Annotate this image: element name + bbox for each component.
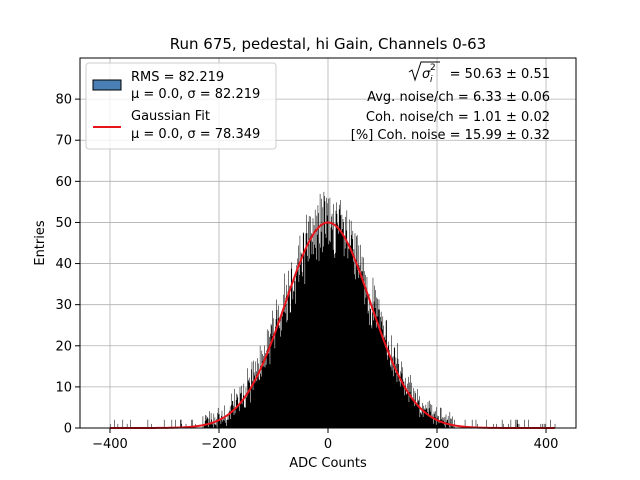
histogram-bars bbox=[109, 191, 556, 428]
y-tick-label: 40 bbox=[55, 257, 72, 272]
y-tick-label: 70 bbox=[55, 134, 72, 149]
y-tick-label: 80 bbox=[55, 93, 72, 108]
sqrt-sigma-symbol: σ 2 i bbox=[408, 61, 440, 85]
x-tick-label: 200 bbox=[425, 437, 450, 452]
y-axis-ticks: 0 10 20 30 40 50 60 70 80 bbox=[55, 93, 80, 437]
y-tick-label: 60 bbox=[55, 175, 72, 190]
x-axis-ticks: −400 −200 0 200 400 bbox=[92, 428, 558, 452]
y-tick-label: 50 bbox=[55, 216, 72, 231]
legend-histogram-label: RMS = 82.219 bbox=[131, 70, 224, 85]
stat-line-3: Coh. noise/ch = 1.01 ± 0.02 bbox=[366, 110, 550, 125]
x-tick-label: −200 bbox=[201, 437, 237, 452]
legend-histogram-swatch bbox=[92, 79, 122, 91]
x-tick-label: 0 bbox=[324, 437, 332, 452]
legend-fit-stats: μ = 0.0, σ = 78.349 bbox=[131, 127, 260, 142]
stats-annotations: σ 2 i = 50.63 ± 0.51 Avg. noise/ch = 6.3… bbox=[351, 61, 550, 143]
x-tick-label: 400 bbox=[534, 437, 559, 452]
x-axis-label: ADC Counts bbox=[289, 456, 367, 471]
svg-text:σ: σ bbox=[422, 67, 431, 82]
x-tick-label: −400 bbox=[92, 437, 128, 452]
histogram-bins bbox=[109, 191, 556, 428]
stat-line-4: [%] Coh. noise = 15.99 ± 0.32 bbox=[351, 128, 550, 143]
svg-text:i: i bbox=[430, 75, 433, 85]
legend-box bbox=[85, 62, 277, 150]
svg-text:2: 2 bbox=[430, 63, 436, 73]
legend-fit-label: Gaussian Fit bbox=[131, 109, 210, 124]
y-tick-label: 30 bbox=[55, 298, 72, 313]
chart-title: Run 675, pedestal, hi Gain, Channels 0-6… bbox=[170, 35, 486, 53]
legend-histogram-stats: μ = 0.0, σ = 82.219 bbox=[131, 87, 260, 102]
y-tick-label: 10 bbox=[55, 380, 72, 395]
legend: RMS = 82.219 μ = 0.0, σ = 82.219 Gaussia… bbox=[85, 62, 277, 150]
y-tick-label: 0 bbox=[64, 422, 72, 437]
y-tick-label: 20 bbox=[55, 339, 72, 354]
stat-line-1: = 50.63 ± 0.51 bbox=[450, 67, 550, 82]
y-axis-label: Entries bbox=[33, 220, 48, 266]
stat-line-2: Avg. noise/ch = 6.33 ± 0.06 bbox=[367, 90, 550, 105]
